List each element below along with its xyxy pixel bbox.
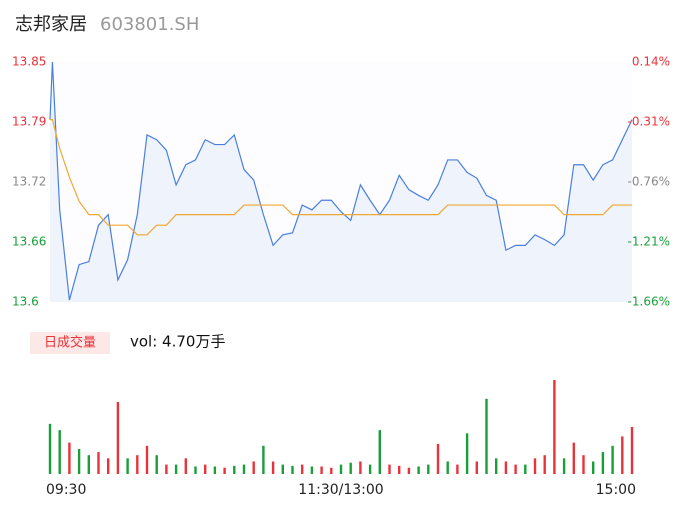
volume-total: vol: 4.70万手 [130, 333, 225, 351]
volume-bar [485, 398, 488, 474]
volume-bar [417, 466, 420, 474]
volume-bar [330, 467, 333, 474]
volume-bar [77, 448, 81, 474]
volume-bar [87, 455, 90, 474]
y-tick-label: 13.79 [12, 115, 46, 129]
volume-bar [136, 455, 139, 474]
volume-bar [145, 445, 149, 474]
volume-bar [233, 465, 236, 474]
volume-bar [223, 467, 226, 474]
stock-name: 志邦家居 [15, 14, 87, 35]
volume-bar [339, 464, 343, 474]
y2-tick-label: -1.66% [628, 295, 670, 309]
price-area [50, 62, 632, 302]
volume-bar [107, 458, 110, 474]
volume-bar [291, 465, 294, 474]
y2-tick-label: -0.76% [628, 175, 670, 189]
y2-tick-label: -0.31% [628, 115, 670, 129]
volume-bar [281, 464, 284, 474]
volume-bar [495, 458, 498, 474]
volume-bar [572, 442, 575, 474]
volume-bar [407, 467, 411, 474]
volume-bar [262, 445, 265, 474]
volume-title: 日成交量 [44, 335, 96, 351]
price-line [49, 61, 633, 301]
volume-bar [204, 464, 207, 474]
volume-bar [242, 464, 246, 474]
volume-bar [252, 461, 255, 474]
volume-bar [174, 464, 178, 474]
volume-bar [630, 427, 634, 474]
volume-bar [553, 380, 556, 474]
volume-bar [48, 423, 52, 474]
volume-bar [436, 443, 440, 474]
volume-bar [533, 458, 537, 474]
volume-bar [310, 466, 314, 474]
x-tick-label: 15:00 [596, 482, 636, 498]
y-tick-label: 13.6 [12, 295, 39, 309]
volume-bar [97, 452, 100, 474]
volume-bar [165, 464, 168, 474]
y2-tick-label: -1.21% [628, 235, 670, 249]
average-line [50, 119, 632, 236]
volume-bar [126, 458, 129, 474]
volume-bar [213, 466, 217, 474]
volume-bar [427, 464, 430, 474]
volume-bar [524, 464, 527, 474]
y-tick-label: 13.85 [12, 55, 46, 69]
volume-bar [58, 430, 61, 474]
volume-bar [475, 461, 478, 474]
y2-tick-label: 0.14% [632, 55, 670, 69]
volume-bar [155, 455, 158, 474]
volume-bar [368, 464, 372, 474]
x-tick-label: 09:30 [46, 482, 86, 498]
volume-bar [611, 445, 614, 474]
volume-bar [359, 461, 362, 474]
volume-bar [68, 442, 71, 474]
volume-bar [582, 455, 585, 474]
stock-code: 603801.SH [100, 14, 199, 35]
volume-bar [543, 455, 546, 474]
volume-bar [184, 458, 187, 474]
volume-bar [465, 433, 469, 474]
y-tick-label: 13.66 [12, 235, 46, 249]
volume-bar [398, 465, 401, 474]
volume-bar [592, 461, 595, 474]
volume-bar [456, 464, 459, 474]
volume-bar [320, 466, 323, 474]
volume-bar [388, 464, 391, 474]
volume-bar [194, 466, 197, 474]
x-tick-label: 11:30/13:00 [298, 482, 383, 498]
y-tick-label: 13.72 [12, 175, 46, 189]
volume-bar [514, 464, 517, 474]
volume-bar [504, 461, 508, 474]
volume-bar [378, 430, 381, 474]
volume-bar [116, 401, 120, 474]
volume-bar [446, 461, 449, 474]
volume-bar [349, 462, 352, 474]
volume-bar [601, 452, 605, 474]
volume-badge [30, 332, 110, 354]
volume-bar [621, 436, 624, 474]
volume-bar [562, 458, 566, 474]
volume-bar [301, 464, 304, 474]
volume-bar [271, 461, 275, 474]
